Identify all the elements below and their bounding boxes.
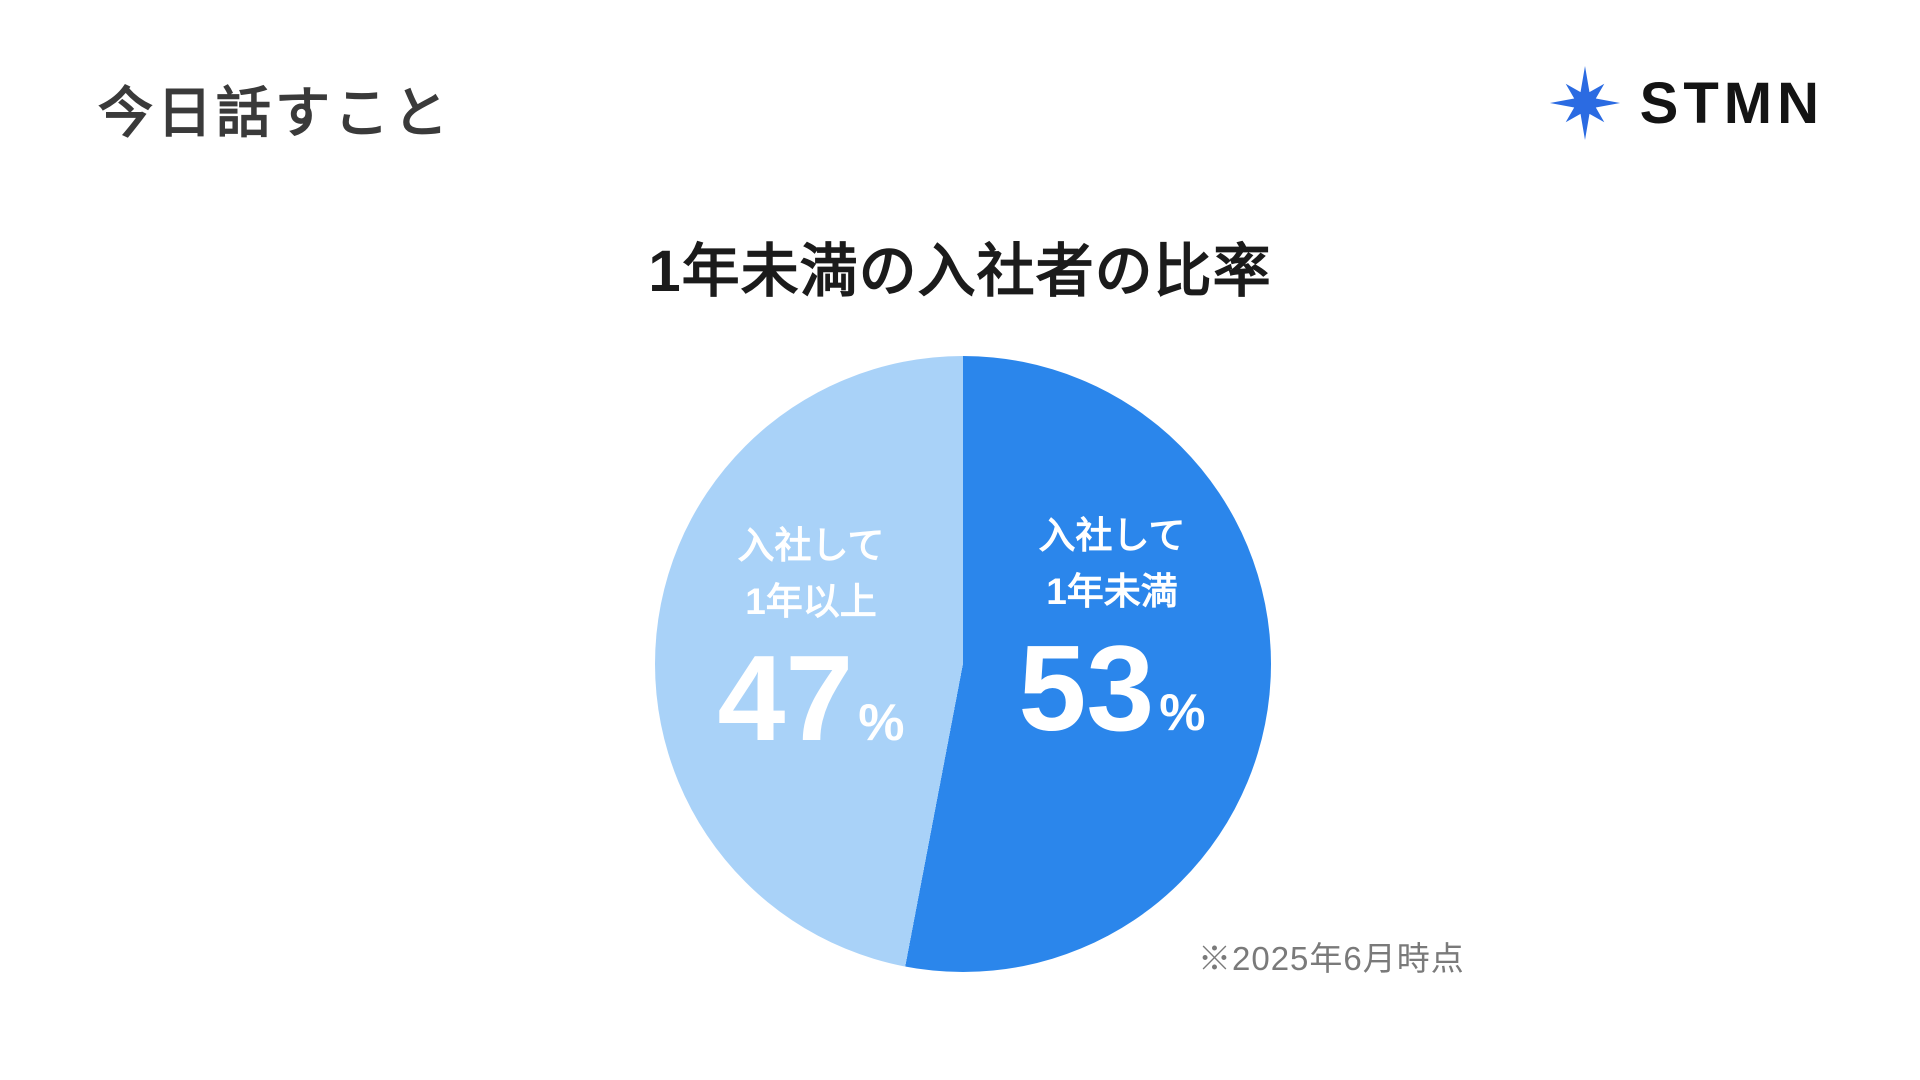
pie-slice-label-under-1year: 入社して 1年未満 53 %: [993, 508, 1231, 749]
slice-value: 53 %: [993, 627, 1231, 749]
slice-value: 47 %: [699, 637, 923, 759]
percent-sign: %: [1159, 684, 1206, 742]
logo-wordmark: STMN: [1639, 70, 1824, 136]
company-logo: STMN: [1546, 64, 1824, 142]
page-title: 今日話すこと: [98, 82, 453, 144]
pie-slice-label-1year-plus: 入社して 1年以上 47 %: [699, 518, 923, 759]
sparkle-logo-icon: [1549, 65, 1620, 141]
slice-label-line2: 1年以上: [745, 580, 877, 622]
footnote-date: ※2025年6月時点: [1198, 940, 1465, 977]
percent-sign: %: [858, 694, 905, 752]
slice-label-line2: 1年未満: [1046, 570, 1178, 612]
slice-percentage: 53: [1018, 620, 1155, 756]
slice-label-line1: 入社して: [737, 525, 885, 566]
pie-chart: 入社して 1年以上 47 % 入社して 1年未満 53 %: [655, 356, 1271, 972]
slice-label-line1: 入社して: [1038, 515, 1186, 556]
slice-percentage: 47: [717, 630, 854, 766]
chart-title: 1年未満の入社者の比率: [648, 239, 1272, 304]
